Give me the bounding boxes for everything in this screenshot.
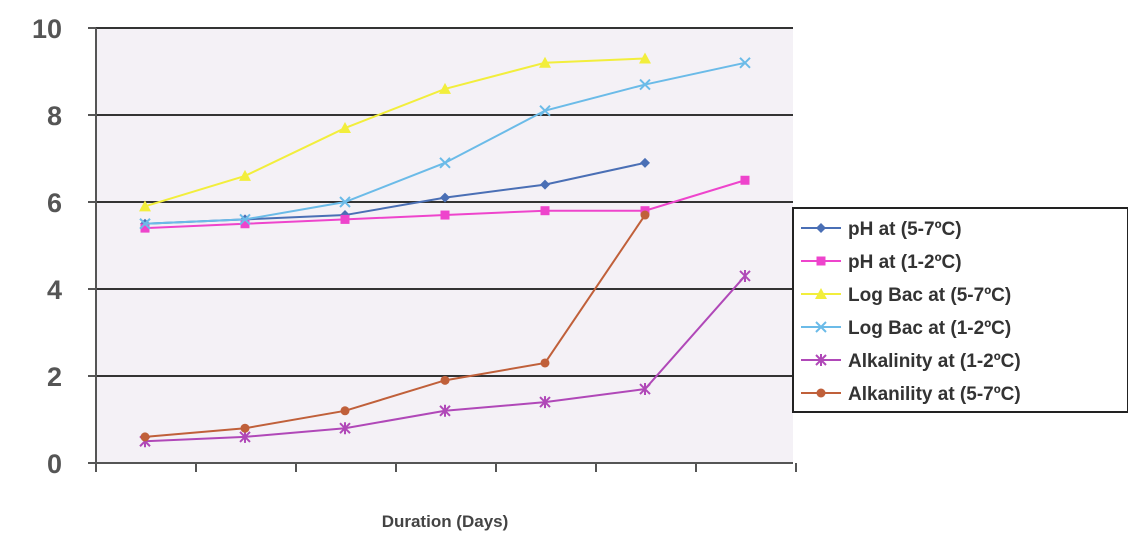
data-point — [339, 122, 351, 134]
data-point — [139, 200, 151, 212]
data-point — [540, 358, 550, 368]
legend-label: Alkalinity at (1-2ºC) — [848, 351, 1021, 372]
series-line — [144, 57, 646, 208]
data-point — [340, 214, 350, 224]
y-tick-label: 2 — [47, 362, 62, 392]
data-point — [239, 169, 251, 181]
x-axis-title: Duration (Days) — [382, 512, 509, 531]
data-point — [540, 206, 550, 216]
data-point — [240, 423, 250, 433]
data-point — [439, 157, 451, 169]
y-tick-label: 0 — [47, 449, 62, 479]
data-point — [815, 288, 827, 299]
plot-area — [96, 28, 793, 463]
data-point — [540, 179, 550, 190]
series — [139, 269, 751, 448]
series-line — [144, 214, 646, 438]
data-point — [640, 210, 650, 220]
data-point — [239, 213, 251, 226]
data-point — [816, 223, 826, 233]
data-point — [539, 104, 551, 117]
data-point — [815, 354, 827, 366]
data-point — [815, 321, 827, 333]
data-point — [640, 157, 650, 168]
data-point — [639, 78, 651, 91]
data-point — [639, 52, 651, 64]
data-point — [339, 196, 351, 208]
data-point — [539, 396, 551, 409]
y-tick-label: 10 — [32, 14, 62, 44]
legend-label: Log Bac at (5-7ºC) — [848, 285, 1011, 306]
legend: pH at (5-7ºC) pH at (1-2ºC) Log Bac at (5-… — [792, 207, 1128, 413]
data-point — [539, 56, 551, 68]
data-point — [140, 432, 150, 442]
data-point — [139, 218, 151, 230]
data-point — [340, 406, 350, 416]
legend-label: Log Bac at (1-2ºC) — [848, 318, 1011, 339]
data-point — [140, 223, 150, 233]
data-point — [440, 375, 450, 385]
series — [140, 210, 650, 442]
data-point — [739, 57, 751, 69]
y-tick-label: 6 — [47, 188, 62, 218]
y-tick-label: 8 — [47, 101, 62, 131]
axes — [88, 27, 797, 472]
legend-label: pH at (5-7ºC) — [848, 219, 962, 240]
y-tick-label: 4 — [47, 275, 62, 305]
data-point — [739, 269, 751, 282]
series — [139, 57, 751, 230]
data-point — [639, 383, 651, 396]
data-point — [816, 256, 826, 266]
data-point — [240, 219, 250, 229]
series — [139, 52, 651, 212]
legend-label: Alkanility at (5-7ºC) — [848, 384, 1021, 405]
data-point — [440, 192, 450, 203]
data-point — [440, 210, 450, 220]
data-point — [740, 175, 750, 185]
data-point — [439, 82, 451, 94]
data-point — [239, 430, 251, 443]
data-point — [439, 404, 451, 417]
legend-box — [792, 207, 1128, 413]
legend-label: pH at (1-2ºC) — [848, 252, 962, 273]
data-point — [339, 422, 351, 435]
series-group — [139, 52, 751, 448]
data-point — [816, 388, 826, 398]
y-tick-labels: 0 2 4 6 8 10 — [32, 14, 62, 479]
